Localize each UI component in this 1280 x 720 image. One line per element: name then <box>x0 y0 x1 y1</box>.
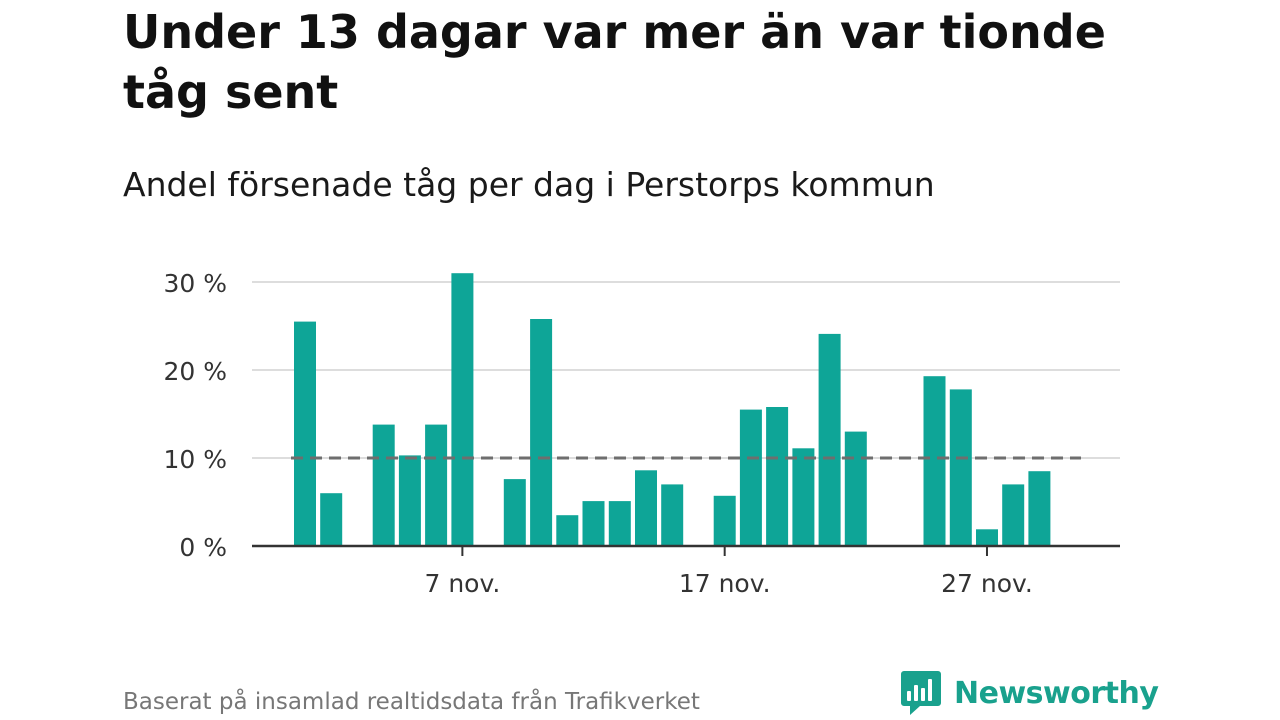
bar <box>635 470 657 546</box>
chart-subtitle: Andel försenade tåg per dag i Perstorps … <box>123 165 935 204</box>
bar <box>713 495 736 546</box>
bar <box>1028 471 1051 546</box>
bar <box>294 321 316 546</box>
bar <box>320 493 343 546</box>
y-tick-label: 0 % <box>179 533 227 562</box>
source-note: Baserat på insamlad realtidsdata från Tr… <box>123 689 700 715</box>
bar <box>1002 484 1025 546</box>
bar <box>818 333 841 546</box>
bar <box>766 407 789 546</box>
y-tick-label: 20 % <box>163 357 227 386</box>
bar <box>372 424 395 546</box>
bar <box>923 376 946 546</box>
brand-logo: Newsworthy <box>900 668 1159 718</box>
bar <box>844 431 867 546</box>
bar <box>503 479 526 546</box>
bar <box>582 501 605 546</box>
bar <box>530 319 553 546</box>
bar <box>949 389 972 546</box>
x-tick-label: 7 nov. <box>424 569 500 598</box>
bar <box>398 455 421 546</box>
bar <box>608 501 631 546</box>
newsworthy-logo-icon <box>901 671 941 715</box>
bar <box>556 515 579 546</box>
x-tick-label: 27 nov. <box>941 569 1033 598</box>
bar <box>739 409 762 546</box>
chart-title: Under 13 dagar var mer än var tionde tåg… <box>123 5 1106 119</box>
bar <box>451 273 474 546</box>
y-tick-label: 10 % <box>163 445 227 474</box>
bar-chart: 0 % 10 % 20 % 30 % 7 nov. 17 nov. 27 nov. <box>163 269 1120 598</box>
y-tick-label: 30 % <box>163 269 227 298</box>
x-tick-label: 17 nov. <box>679 569 771 598</box>
bar <box>425 424 448 546</box>
brand-name: Newsworthy <box>954 675 1159 711</box>
bar <box>792 448 815 546</box>
bar <box>661 484 684 546</box>
bar <box>976 529 998 546</box>
